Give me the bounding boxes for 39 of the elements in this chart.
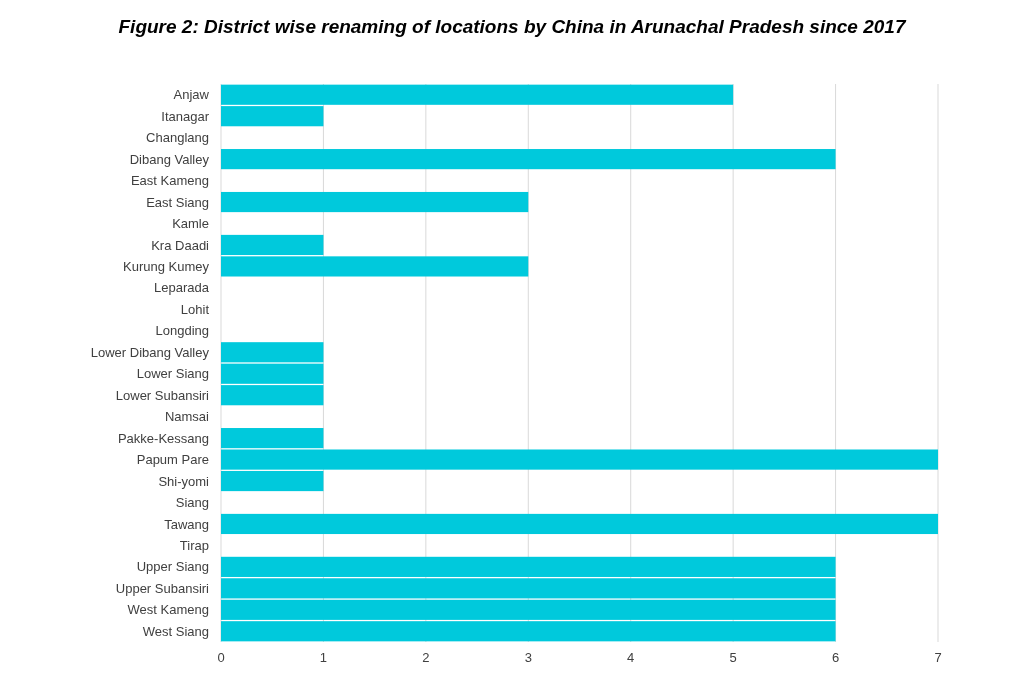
bar xyxy=(221,191,529,213)
y-tick-label: Kamle xyxy=(172,216,209,232)
y-tick-label: Tirap xyxy=(179,537,209,553)
y-tick-label: East Kameng xyxy=(130,173,209,189)
y-tick-label: Lower Subansiri xyxy=(115,387,210,403)
y-tick-label: Pakke-Kessang xyxy=(117,430,209,446)
chart-title: Figure 2: District wise renaming of locations by China in Arunachal Pradesh since 2017 xyxy=(118,16,907,37)
y-tick-label: West Kameng xyxy=(127,602,209,618)
x-tick-label: 2 xyxy=(422,650,430,665)
x-tick-label: 1 xyxy=(319,650,328,665)
y-tick-label: Namsai xyxy=(164,409,210,425)
y-tick-label: Upper Subansiri xyxy=(115,580,210,596)
bar xyxy=(221,149,836,170)
x-tick-label: 0 xyxy=(217,650,225,665)
y-tick-label: Longding xyxy=(155,323,209,339)
y-tick-label: Tawang xyxy=(164,516,209,532)
x-tick-label: 6 xyxy=(831,650,840,665)
y-tick-label: Lower Dibang Valley xyxy=(90,344,210,360)
y-tick-label: Kurung Kumey xyxy=(123,258,210,274)
y-tick-label: Lohit xyxy=(180,301,210,317)
y-tick-label: Siang xyxy=(175,495,209,511)
y-tick-label: West Siang xyxy=(142,623,209,639)
y-tick-label: Anjaw xyxy=(173,87,210,103)
x-tick-label: 7 xyxy=(934,650,942,665)
x-tick-label: 5 xyxy=(729,650,737,665)
y-tick-label: Changlang xyxy=(146,130,209,146)
y-tick-label: Dibang Valley xyxy=(129,151,210,167)
y-tick-label: Itanagar xyxy=(161,108,210,124)
y-tick-label: Kra Daadi xyxy=(151,237,210,253)
y-tick-label: East Siang xyxy=(146,194,209,210)
x-tick-label: 4 xyxy=(627,650,635,665)
bar xyxy=(221,342,324,363)
y-tick-label: Lower Siang xyxy=(136,366,209,382)
x-tick-label: 3 xyxy=(524,650,532,665)
bar xyxy=(221,513,938,535)
y-tick-label: Shi-yomi xyxy=(158,473,210,489)
y-tick-label: Upper Siang xyxy=(136,559,209,575)
y-tick-label: Papum Pare xyxy=(136,452,209,468)
y-tick-label: Leparada xyxy=(154,280,210,296)
